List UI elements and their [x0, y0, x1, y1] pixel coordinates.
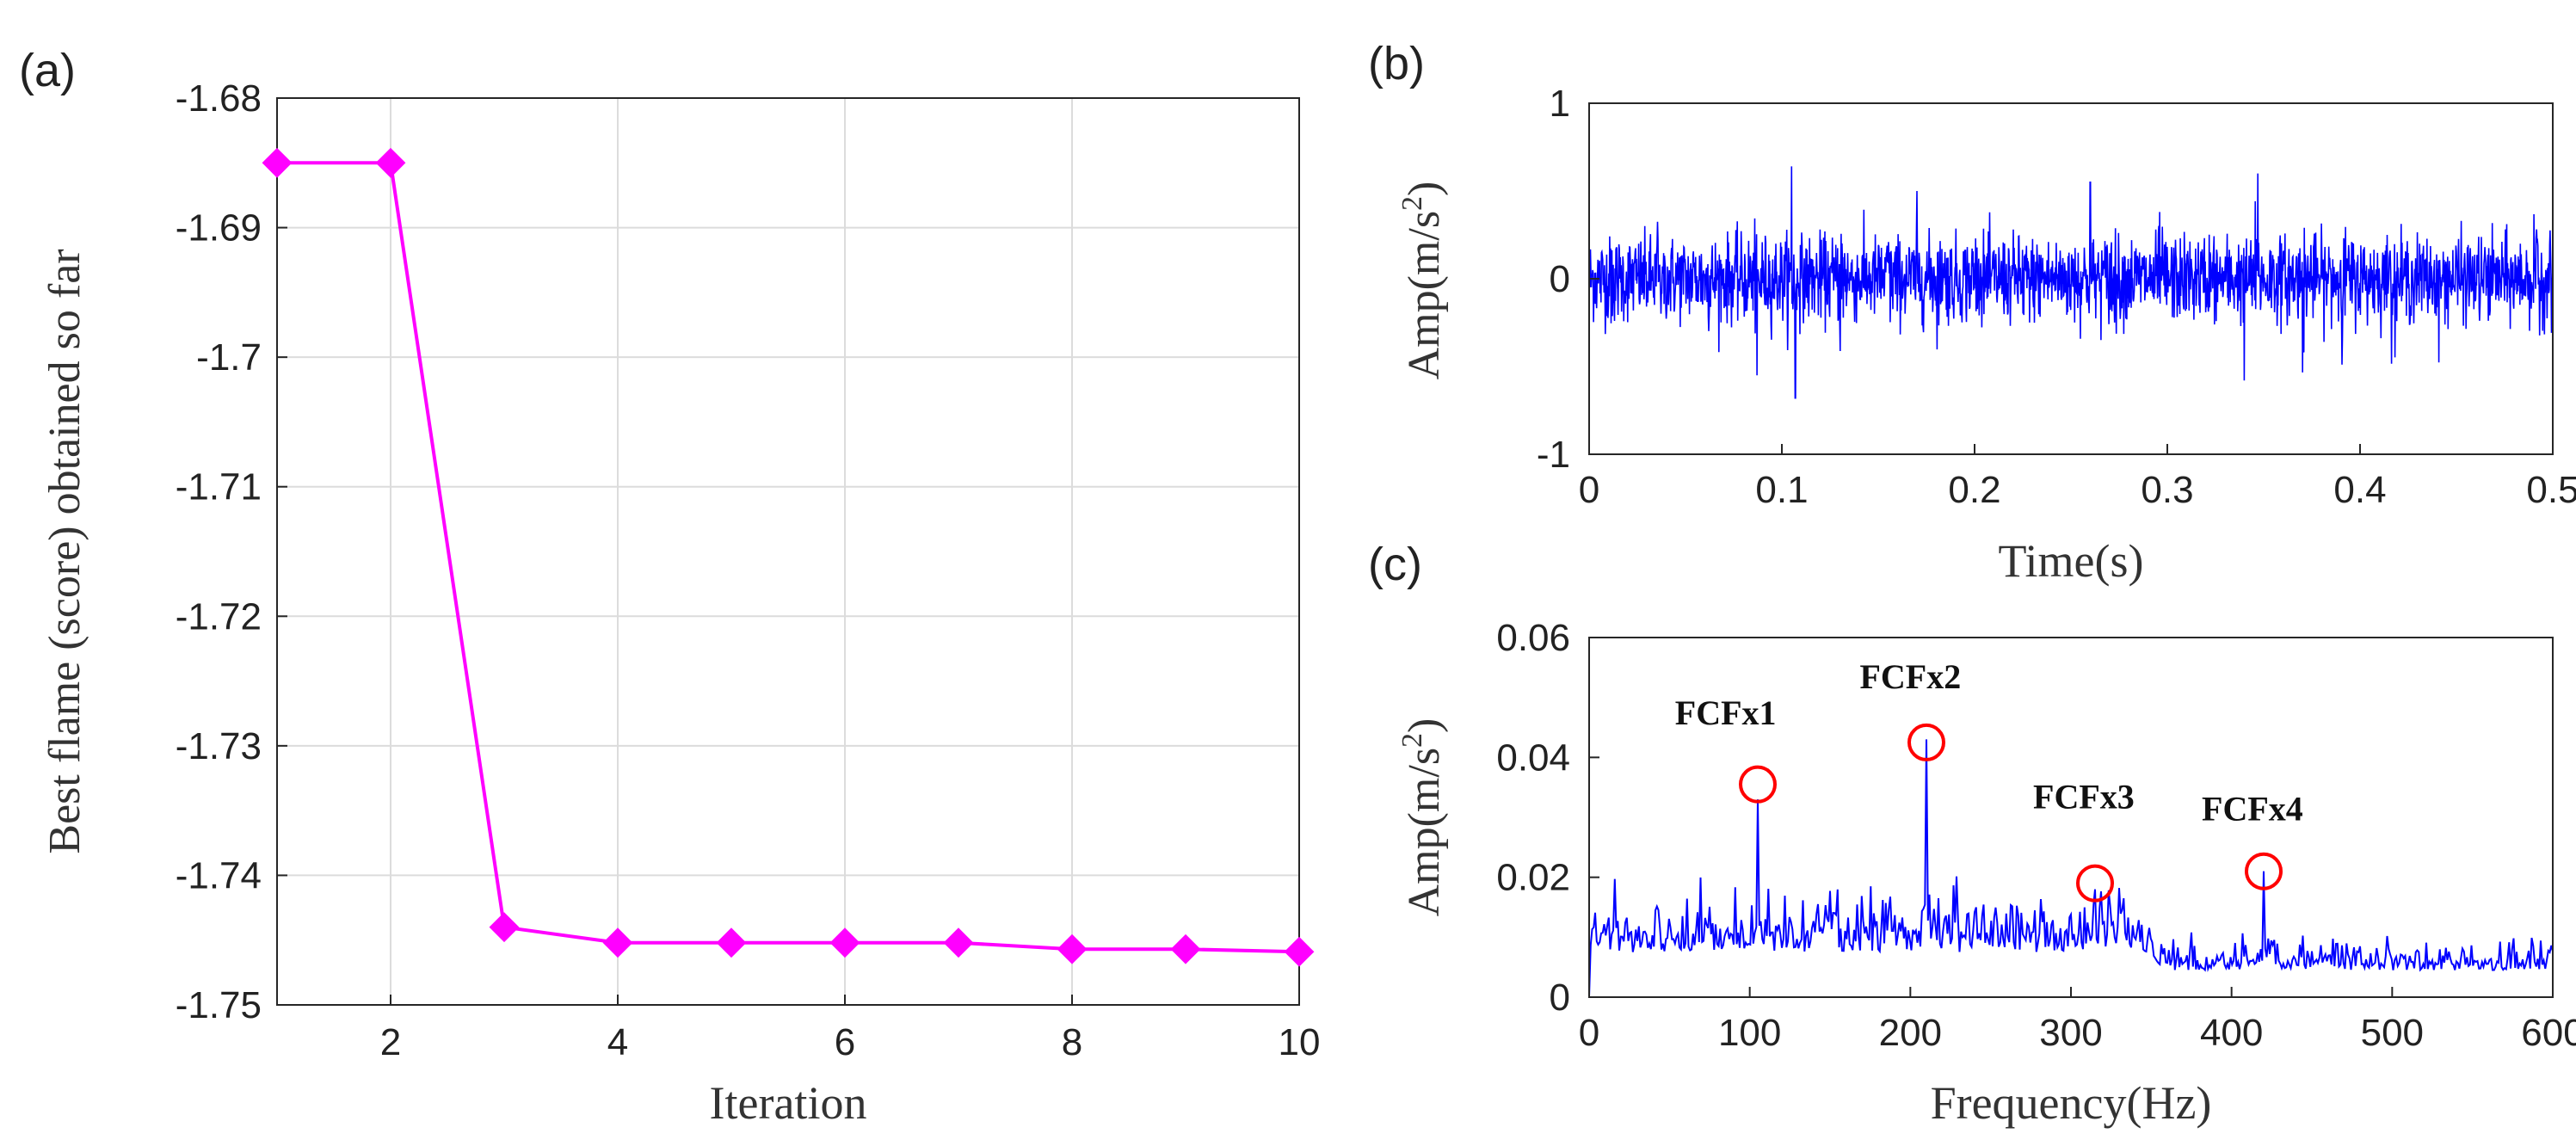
- panel-b-label: (b): [1368, 38, 1425, 89]
- panel-c-spectrum: [1588, 739, 2554, 998]
- panel-c-annotations: FCFx1 FCFx2 FCFx3 FCFx4: [1675, 657, 2303, 903]
- data-point-marker: [489, 912, 520, 943]
- panel-a: (a) 2 4 6 8 10 -1.75 -1.74 -1.73 -1.72 -1.71 -1.7 -…: [19, 45, 1320, 1129]
- y-tick-label: -1: [1537, 434, 1570, 476]
- data-point-marker: [262, 147, 293, 178]
- panel-c-ylabel-sup: 2: [1396, 733, 1428, 748]
- y-tick-label: 1: [1550, 83, 1570, 125]
- panel-a-grid: [277, 98, 1299, 1005]
- x-tick-label: 0.5: [2526, 469, 2576, 511]
- panel-b-ylabel-sup: 2: [1396, 196, 1428, 211]
- data-point-marker: [1284, 936, 1315, 967]
- data-point-marker: [1170, 933, 1201, 964]
- x-tick-label: 2: [380, 1021, 401, 1063]
- y-tick-label: -1.68: [176, 77, 262, 120]
- y-tick-label: 0: [1550, 977, 1570, 1019]
- convergence-line: [277, 161, 1300, 954]
- peak-annotation-label: FCFx3: [2033, 778, 2135, 816]
- y-tick-label: -1.74: [176, 854, 262, 896]
- panel-b-ylabel: Amp(m/s2): [1396, 182, 1449, 380]
- data-point-marker: [829, 927, 860, 958]
- spectrum-trace: [1588, 739, 2554, 998]
- y-tick-label: -1.71: [176, 466, 262, 508]
- x-tick-label: 4: [607, 1021, 628, 1063]
- panel-a-series: [262, 147, 1315, 967]
- peak-annotation-label: FCFx4: [2202, 789, 2303, 828]
- y-tick-label: -1.69: [176, 207, 262, 250]
- peak-circle-marker: [1739, 765, 1777, 804]
- data-point-marker: [943, 927, 974, 958]
- time-signal-trace: [1588, 166, 2554, 399]
- panel-c-xlabel: Frequency(Hz): [1931, 1077, 2212, 1129]
- data-point-marker: [1057, 933, 1088, 964]
- x-tick-label: 0: [1579, 469, 1599, 511]
- x-tick-label: 100: [1718, 1012, 1781, 1054]
- data-point-marker: [602, 927, 633, 958]
- y-tick-label: -1.75: [176, 984, 262, 1026]
- panel-b-ylabel-main: Amp(m/s: [1400, 211, 1449, 379]
- y-tick-label: -1.73: [176, 725, 262, 767]
- panel-b-xlabel: Time(s): [1998, 535, 2143, 587]
- panel-c: (c) 0 100 200 300 400 500 600 0 0.02 0.04 0.06 FCF…: [1368, 539, 2576, 1129]
- peak-annotation-label: FCFx1: [1675, 693, 1777, 732]
- panel-c-label: (c): [1368, 539, 1422, 590]
- peak-circle-marker: [2245, 852, 2283, 890]
- panel-a-xlabel: Iteration: [710, 1077, 867, 1129]
- x-tick-label: 200: [1879, 1012, 1942, 1054]
- y-tick-label: 0: [1550, 258, 1570, 300]
- peak-annotation-label: FCFx2: [1859, 657, 1961, 696]
- x-tick-label: 300: [2039, 1012, 2102, 1054]
- data-point-marker: [716, 927, 747, 958]
- x-tick-label: 0.1: [1755, 469, 1808, 511]
- panel-b-ylabel-end: ): [1400, 182, 1449, 196]
- peak-circle-marker: [1907, 723, 1945, 761]
- x-tick-label: 500: [2361, 1012, 2424, 1054]
- x-tick-label: 0.3: [2141, 469, 2193, 511]
- panel-c-ylabel-main: Amp(m/s: [1400, 748, 1449, 916]
- x-tick-label: 10: [1279, 1021, 1321, 1063]
- panel-a-label: (a): [19, 45, 76, 96]
- data-point-marker: [375, 147, 406, 178]
- y-tick-label: -1.7: [196, 336, 262, 379]
- panel-a-ylabel: Best flame (score) obtained so far: [40, 249, 89, 853]
- x-tick-label: 6: [835, 1021, 855, 1063]
- panel-b-signal: [1588, 166, 2554, 399]
- x-tick-label: 0.2: [1948, 469, 2000, 511]
- y-tick-label: -1.72: [176, 595, 262, 638]
- x-tick-label: 600: [2521, 1012, 2576, 1054]
- y-tick-label: 0.04: [1496, 736, 1570, 779]
- peak-circle-marker: [2076, 864, 2114, 903]
- x-tick-label: 0: [1579, 1012, 1599, 1054]
- panel-c-ylabel-end: ): [1400, 718, 1449, 733]
- panel-c-ticks: 0 100 200 300 400 500 600 0 0.02 0.04 0.06: [1496, 617, 2576, 1054]
- x-tick-label: 8: [1062, 1021, 1082, 1063]
- x-tick-label: 400: [2200, 1012, 2263, 1054]
- y-tick-label: 0.06: [1496, 617, 1570, 659]
- panel-c-ylabel: Amp(m/s2): [1396, 718, 1449, 917]
- panel-b-ticks: 0 0.1 0.2 0.3 0.4 0.5-101: [1537, 83, 2576, 511]
- panel-b: (b) 0 0.1 0.2 0.3 0.4 0.5-101 Time(s) Amp(m/s…: [1368, 38, 2576, 587]
- panel-a-axes-box: [276, 97, 1300, 1006]
- panel-a-ticks: 2 4 6 8 10 -1.75 -1.74 -1.73 -1.72 -1.71 -1.7 -1.69…: [176, 77, 1321, 1063]
- x-tick-label: 0.4: [2333, 469, 2386, 511]
- y-tick-label: 0.02: [1496, 857, 1570, 899]
